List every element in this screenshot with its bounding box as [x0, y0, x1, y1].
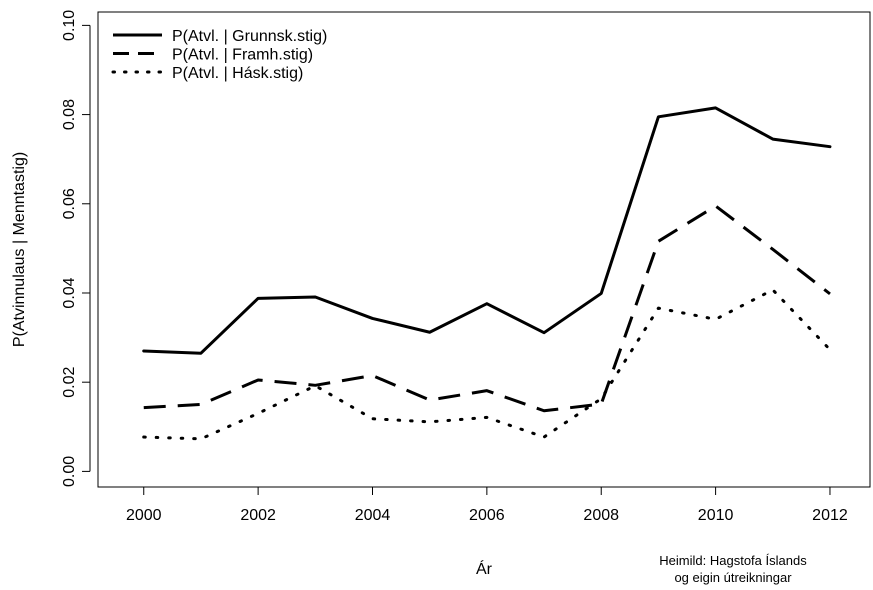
y-tick-label: 0.00: [61, 456, 78, 487]
y-axis: 0.00 0.02 0.04 0.06 0.08 0.10: [61, 10, 90, 487]
x-tick-label: 2006: [469, 507, 505, 524]
y-tick-label: 0.06: [61, 188, 78, 219]
legend-label: P(Atvl. | Hásk.stig): [172, 65, 303, 82]
y-tick-label: 0.08: [61, 99, 78, 130]
x-axis: 2000 2002 2004 2006 2008 2010 2012: [126, 487, 848, 524]
source-annotation-line-2: og eigin útreikningar: [674, 570, 792, 585]
x-tick-label: 2012: [812, 507, 848, 524]
x-axis-title: Ár: [476, 559, 493, 578]
y-axis-title: P(Atvinnulaus | Menntastig): [11, 152, 28, 347]
plot-area-border: [98, 12, 870, 487]
x-tick-label: 2004: [355, 507, 391, 524]
source-annotation-line-1: Heimild: Hagstofa Íslands: [659, 553, 807, 568]
legend-label: P(Atvl. | Framh.stig): [172, 47, 313, 64]
y-tick-label: 0.10: [61, 10, 78, 41]
x-tick-label: 2010: [698, 507, 734, 524]
x-tick-label: 2008: [583, 507, 619, 524]
series-layer: [144, 108, 830, 439]
legend-label: P(Atvl. | Grunnsk.stig): [172, 28, 327, 45]
x-tick-label: 2002: [240, 507, 276, 524]
y-tick-label: 0.02: [61, 367, 78, 398]
series-line-1: [144, 108, 830, 353]
series-line-3: [144, 290, 830, 439]
x-tick-label: 2000: [126, 507, 162, 524]
y-tick-label: 0.04: [61, 277, 78, 308]
legend: P(Atvl. | Grunnsk.stig) P(Atvl. | Framh.s…: [113, 28, 327, 82]
